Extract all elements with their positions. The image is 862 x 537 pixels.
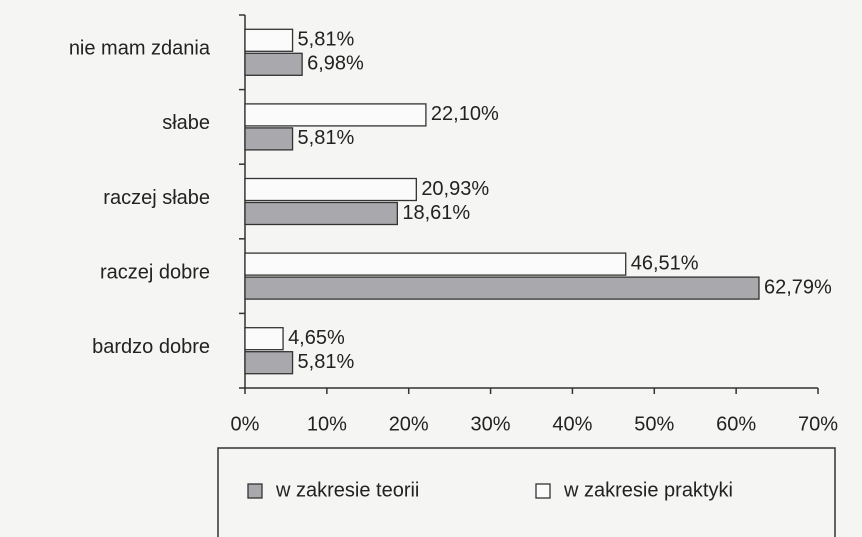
value-label: 4,65%	[288, 327, 345, 349]
y-tick-label: raczej dobre	[100, 261, 210, 283]
bar	[244, 252, 627, 276]
bar	[244, 276, 760, 300]
y-tick-label: raczej słabe	[103, 187, 210, 209]
legend-label: w zakresie praktyki	[563, 479, 733, 501]
legend-box	[217, 447, 836, 537]
y-tick-label: bardzo dobre	[92, 336, 210, 358]
bar	[244, 177, 417, 202]
x-tick-label: 40%	[552, 413, 592, 435]
bar	[244, 351, 294, 375]
bar	[244, 327, 284, 351]
y-tick-label: nie mam zdania	[69, 38, 211, 60]
x-tick-label: 50%	[634, 413, 674, 435]
value-label: 5,81%	[298, 351, 355, 373]
bar	[244, 103, 427, 127]
value-label: 62,79%	[764, 276, 832, 298]
bar	[244, 28, 294, 52]
legend-swatch	[247, 483, 263, 499]
value-label: 46,51%	[631, 252, 699, 274]
bar	[244, 127, 294, 151]
x-tick-label: 20%	[389, 413, 429, 435]
bar	[244, 201, 398, 226]
x-tick-label: 60%	[716, 413, 756, 435]
value-label: 22,10%	[431, 103, 499, 125]
y-tick-label: słabe	[162, 112, 210, 134]
value-label: 5,81%	[298, 29, 355, 51]
value-label: 6,98%	[307, 53, 364, 75]
x-tick-label: 30%	[471, 413, 511, 435]
legend-label: w zakresie teorii	[275, 479, 419, 501]
legend-swatch	[535, 483, 551, 499]
x-tick-label: 10%	[307, 413, 347, 435]
value-label: 18,61%	[402, 202, 470, 224]
x-tick-label: 0%	[231, 413, 260, 435]
value-label: 5,81%	[298, 127, 355, 149]
value-label: 20,93%	[421, 178, 489, 200]
bar	[244, 52, 303, 76]
x-tick-label: 70%	[798, 413, 838, 435]
